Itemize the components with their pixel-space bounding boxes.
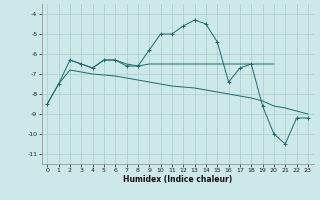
X-axis label: Humidex (Indice chaleur): Humidex (Indice chaleur) bbox=[123, 175, 232, 184]
